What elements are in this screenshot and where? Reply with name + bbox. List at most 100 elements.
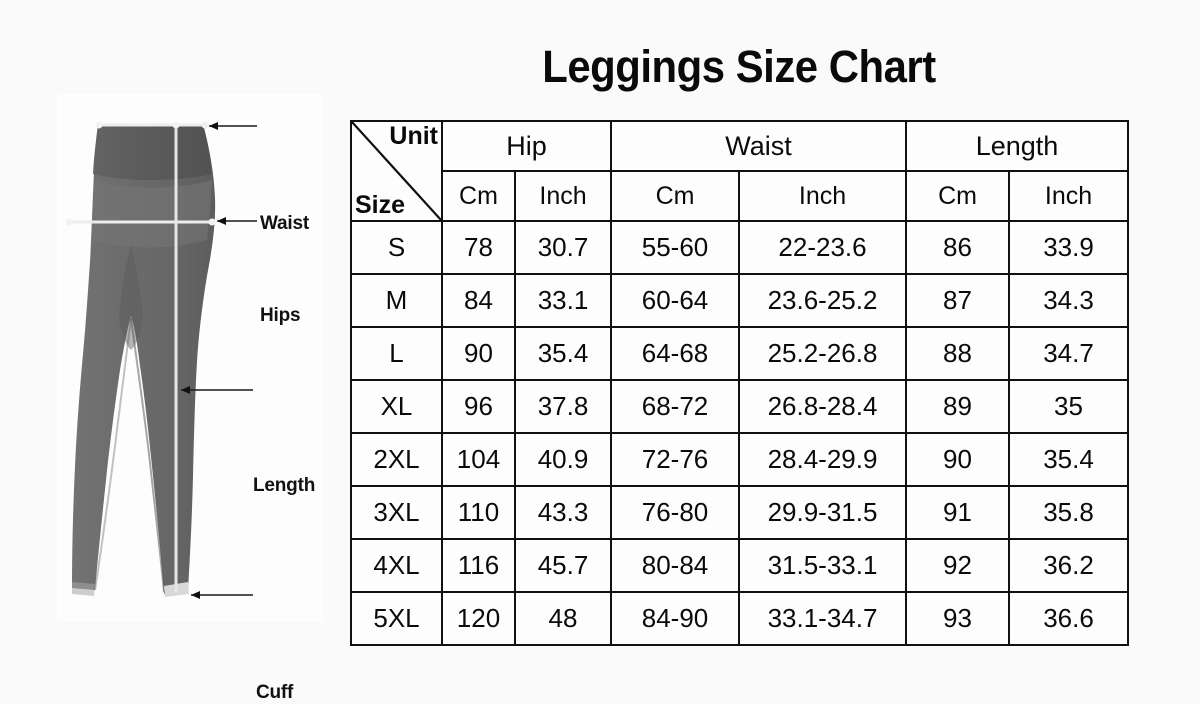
- cell-hip-in: 40.9: [513, 432, 613, 487]
- unit-header-hip-inch: Inch: [513, 170, 613, 222]
- cell-hip-in: 37.8: [513, 379, 613, 434]
- table-row: L 90 35.4 64-68 25.2-26.8 88 34.7: [350, 326, 1130, 381]
- cell-hip-in: 43.3: [513, 485, 613, 540]
- cell-length-cm: 93: [905, 591, 1011, 646]
- cuff-marker-left: [72, 582, 95, 596]
- cell-hip-cm: 120: [441, 591, 516, 646]
- length-callout-leader: [181, 386, 253, 394]
- size-cell: 4XL: [350, 538, 443, 593]
- table-row: 4XL 116 45.7 80-84 31.5-33.1 92 36.2: [350, 538, 1130, 593]
- waist-callout-leader: [209, 122, 257, 130]
- cell-hip-cm: 90: [441, 326, 516, 381]
- cell-hip-cm: 110: [441, 485, 516, 540]
- size-cell: 5XL: [350, 591, 443, 646]
- unit-header-waist-cm: Cm: [610, 170, 741, 222]
- leggings-figure: [65, 121, 257, 599]
- size-cell: M: [350, 273, 443, 328]
- cell-waist-cm: 68-72: [610, 379, 741, 434]
- cell-hip-in: 48: [513, 591, 613, 646]
- callout-label-hips: Hips: [260, 305, 301, 326]
- cell-hip-in: 30.7: [513, 220, 613, 275]
- cell-hip-cm: 104: [441, 432, 516, 487]
- table-row: 5XL 120 48 84-90 33.1-34.7 93 36.6: [350, 591, 1130, 646]
- size-cell: 2XL: [350, 432, 443, 487]
- cell-waist-in: 22-23.6: [738, 220, 908, 275]
- cell-waist-in: 31.5-33.1: [738, 538, 908, 593]
- cell-waist-in: 28.4-29.9: [738, 432, 908, 487]
- group-header-waist: Waist: [610, 120, 908, 172]
- leg-split-line: [130, 317, 165, 593]
- cell-waist-cm: 60-64: [610, 273, 741, 328]
- cell-length-in: 34.3: [1008, 273, 1130, 328]
- cell-length-in: 36.2: [1008, 538, 1130, 593]
- cell-length-cm: 92: [905, 538, 1011, 593]
- hips-callout-leader: [217, 217, 257, 225]
- cell-length-in: 36.6: [1008, 591, 1130, 646]
- leg-split-line-left: [94, 317, 132, 591]
- cell-waist-cm: 64-68: [610, 326, 741, 381]
- unit-header-length-cm: Cm: [905, 170, 1011, 222]
- cell-length-cm: 86: [905, 220, 1011, 275]
- length-measure-endpoint-top: [172, 121, 180, 129]
- group-header-length: Length: [905, 120, 1130, 172]
- page-title: Leggings Size Chart: [542, 41, 936, 92]
- table-row: 2XL 104 40.9 72-76 28.4-29.9 90 35.4: [350, 432, 1130, 487]
- size-chart-table: Unit Size Hip Waist Length Cm Inch Cm In…: [350, 120, 1130, 646]
- header-row-groups: Unit Size Hip Waist Length: [350, 120, 1130, 222]
- cell-length-in: 35: [1008, 379, 1130, 434]
- cell-hip-cm: 78: [441, 220, 516, 275]
- unit-header-waist-inch: Inch: [738, 170, 908, 222]
- cuff-callout-leader: [191, 591, 253, 599]
- cell-length-in: 33.9: [1008, 220, 1130, 275]
- leggings-illustration: Waist Hips Length Cuff: [57, 94, 323, 703]
- waist-measure-endpoint-left: [95, 121, 103, 129]
- cell-length-in: 35.4: [1008, 432, 1130, 487]
- table-header: Unit Size Hip Waist Length Cm Inch Cm In…: [350, 120, 1130, 222]
- table-body: S 78 30.7 55-60 22-23.6 86 33.9 M 84 33.1 60-64 23.…: [350, 220, 1130, 646]
- group-header-hip: Hip: [440, 120, 613, 172]
- cell-waist-in: 33.1-34.7: [738, 591, 908, 646]
- table-row: 3XL 110 43.3 76-80 29.9-31.5 91 35.8: [350, 485, 1130, 540]
- cell-hip-cm: 116: [441, 538, 516, 593]
- cell-hip-in: 33.1: [513, 273, 613, 328]
- cell-waist-cm: 84-90: [610, 591, 741, 646]
- waistband-shape: [93, 124, 212, 180]
- cell-waist-cm: 76-80: [610, 485, 741, 540]
- fabric-highlight: [91, 180, 212, 248]
- corner-diagonal-line: [352, 122, 441, 220]
- table-row: M 84 33.1 60-64 23.6-25.2 87 34.3: [350, 273, 1130, 328]
- size-cell: L: [350, 326, 443, 381]
- unit-header-hip-cm: Cm: [441, 170, 516, 222]
- corner-size-label: Size: [355, 190, 406, 219]
- header-row-units: Cm Inch Cm Inch Cm Inch: [351, 170, 1130, 222]
- cell-hip-in: 45.7: [513, 538, 613, 593]
- cell-waist-in: 26.8-28.4: [738, 379, 908, 434]
- cell-waist-in: 29.9-31.5: [738, 485, 908, 540]
- cell-waist-cm: 72-76: [610, 432, 741, 487]
- cell-waist-cm: 55-60: [610, 220, 741, 275]
- hips-measure-endpoint-left: [65, 218, 73, 226]
- size-cell: 3XL: [350, 485, 443, 540]
- size-cell: XL: [350, 379, 443, 434]
- unit-header-length-inch: Inch: [1008, 170, 1130, 222]
- cell-length-in: 34.7: [1008, 326, 1130, 381]
- table-row: S 78 30.7 55-60 22-23.6 86 33.9: [350, 220, 1130, 275]
- cell-waist-in: 25.2-26.8: [738, 326, 908, 381]
- callout-label-cuff: Cuff: [256, 682, 294, 703]
- callout-label-waist: Waist: [260, 213, 309, 234]
- corner-unit-size-cell: Unit Size: [350, 120, 443, 222]
- cell-waist-in: 23.6-25.2: [738, 273, 908, 328]
- cell-hip-cm: 96: [441, 379, 516, 434]
- cell-length-cm: 91: [905, 485, 1011, 540]
- hips-measure-endpoint-right: [208, 218, 216, 226]
- cell-length-cm: 89: [905, 379, 1011, 434]
- callout-label-length: Length: [253, 475, 316, 496]
- cell-length-cm: 88: [905, 326, 1011, 381]
- cell-waist-cm: 80-84: [610, 538, 741, 593]
- cell-length-in: 35.8: [1008, 485, 1130, 540]
- cell-length-cm: 87: [905, 273, 1011, 328]
- table-row: XL 96 37.8 68-72 26.8-28.4 89 35: [350, 379, 1130, 434]
- cell-length-cm: 90: [905, 432, 1011, 487]
- cell-hip-in: 35.4: [513, 326, 613, 381]
- cell-hip-cm: 84: [441, 273, 516, 328]
